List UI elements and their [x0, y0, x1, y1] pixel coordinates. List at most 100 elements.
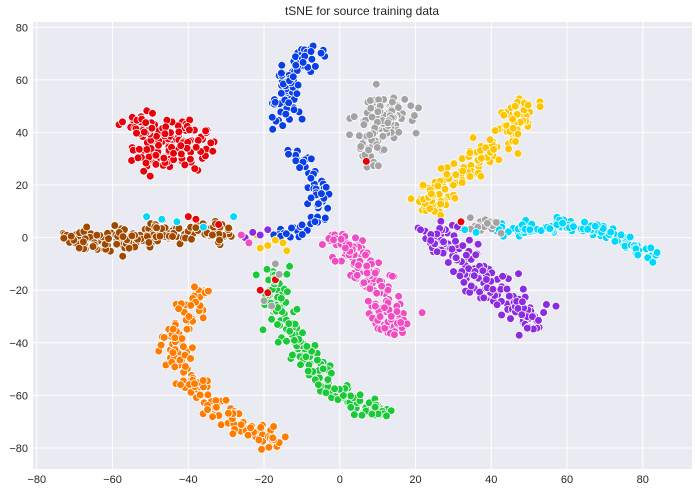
data-point	[506, 314, 515, 323]
data-point	[511, 137, 520, 146]
data-point	[492, 300, 502, 310]
data-point	[569, 222, 578, 231]
data-point	[145, 171, 155, 181]
data-point	[124, 243, 134, 253]
data-point	[303, 366, 313, 376]
data-point	[451, 253, 461, 263]
data-point	[498, 271, 507, 281]
data-point	[504, 144, 513, 154]
data-point	[172, 217, 182, 227]
data-point	[355, 390, 365, 400]
data-point	[188, 343, 197, 353]
data-point	[443, 258, 453, 267]
data-point	[374, 258, 383, 268]
data-point	[243, 430, 253, 440]
data-point	[440, 184, 450, 194]
data-point	[159, 333, 169, 342]
data-point	[370, 268, 380, 278]
data-point	[274, 270, 284, 279]
x-tick-label: 80	[637, 474, 649, 486]
data-point	[606, 227, 615, 237]
data-point	[357, 410, 367, 420]
data-point	[180, 160, 190, 170]
data-point	[383, 285, 393, 295]
data-point	[383, 118, 393, 128]
data-point	[198, 313, 208, 323]
data-point	[426, 236, 436, 245]
data-point	[82, 222, 91, 232]
data-point	[329, 235, 338, 245]
data-point	[203, 390, 213, 400]
data-point	[229, 212, 239, 221]
data-point	[255, 243, 265, 253]
data-point	[208, 412, 217, 422]
data-point	[455, 271, 465, 281]
data-point	[310, 217, 320, 227]
data-point	[386, 312, 396, 321]
data-point	[256, 423, 266, 432]
data-point	[378, 131, 388, 141]
data-point	[288, 350, 297, 360]
data-point	[648, 258, 658, 267]
data-point	[264, 442, 274, 452]
data-point	[190, 379, 199, 389]
data-point	[135, 145, 144, 154]
data-point	[141, 118, 151, 127]
y-tick-label: 20	[16, 180, 28, 192]
data-point	[451, 170, 461, 179]
data-point	[263, 288, 273, 298]
data-point	[297, 114, 307, 124]
data-point	[494, 155, 504, 165]
y-tick-label: 40	[16, 127, 28, 139]
data-point	[277, 68, 286, 78]
data-point	[191, 143, 201, 152]
data-point	[79, 237, 88, 247]
data-point	[144, 238, 154, 247]
x-tick-label: −40	[179, 474, 198, 486]
data-point	[311, 62, 320, 71]
data-point	[327, 368, 336, 378]
data-point	[465, 235, 474, 245]
data-point	[282, 269, 292, 279]
data-point	[191, 223, 201, 233]
data-point	[542, 300, 551, 309]
data-point	[292, 89, 302, 98]
data-point	[284, 98, 294, 108]
data-point	[142, 212, 151, 221]
data-point	[367, 112, 377, 122]
x-tick-label: −20	[255, 474, 274, 486]
data-point	[280, 432, 290, 442]
data-point	[182, 324, 192, 334]
data-point	[551, 301, 561, 311]
data-point	[285, 326, 295, 336]
data-point	[336, 235, 346, 244]
data-point	[522, 323, 532, 333]
data-point	[298, 58, 308, 67]
data-point	[258, 325, 268, 335]
data-point	[204, 286, 213, 296]
data-point	[282, 246, 292, 256]
data-point	[208, 146, 218, 156]
data-point	[439, 237, 448, 247]
data-point	[74, 243, 84, 253]
data-point	[473, 239, 483, 249]
data-point	[380, 303, 389, 313]
data-point	[523, 100, 533, 110]
data-point	[485, 135, 495, 145]
data-point	[528, 312, 537, 321]
data-point	[436, 217, 446, 226]
data-point	[370, 402, 380, 412]
data-point	[323, 375, 333, 384]
data-point	[259, 296, 269, 306]
data-point	[361, 250, 370, 260]
data-point	[323, 204, 333, 213]
data-point	[168, 348, 178, 357]
data-point	[88, 242, 98, 251]
data-point	[411, 128, 421, 138]
data-point	[267, 113, 277, 122]
data-point	[354, 131, 364, 141]
data-point	[148, 109, 157, 118]
x-tick-label: −80	[27, 474, 46, 486]
data-point	[287, 223, 296, 233]
data-point	[492, 218, 501, 227]
